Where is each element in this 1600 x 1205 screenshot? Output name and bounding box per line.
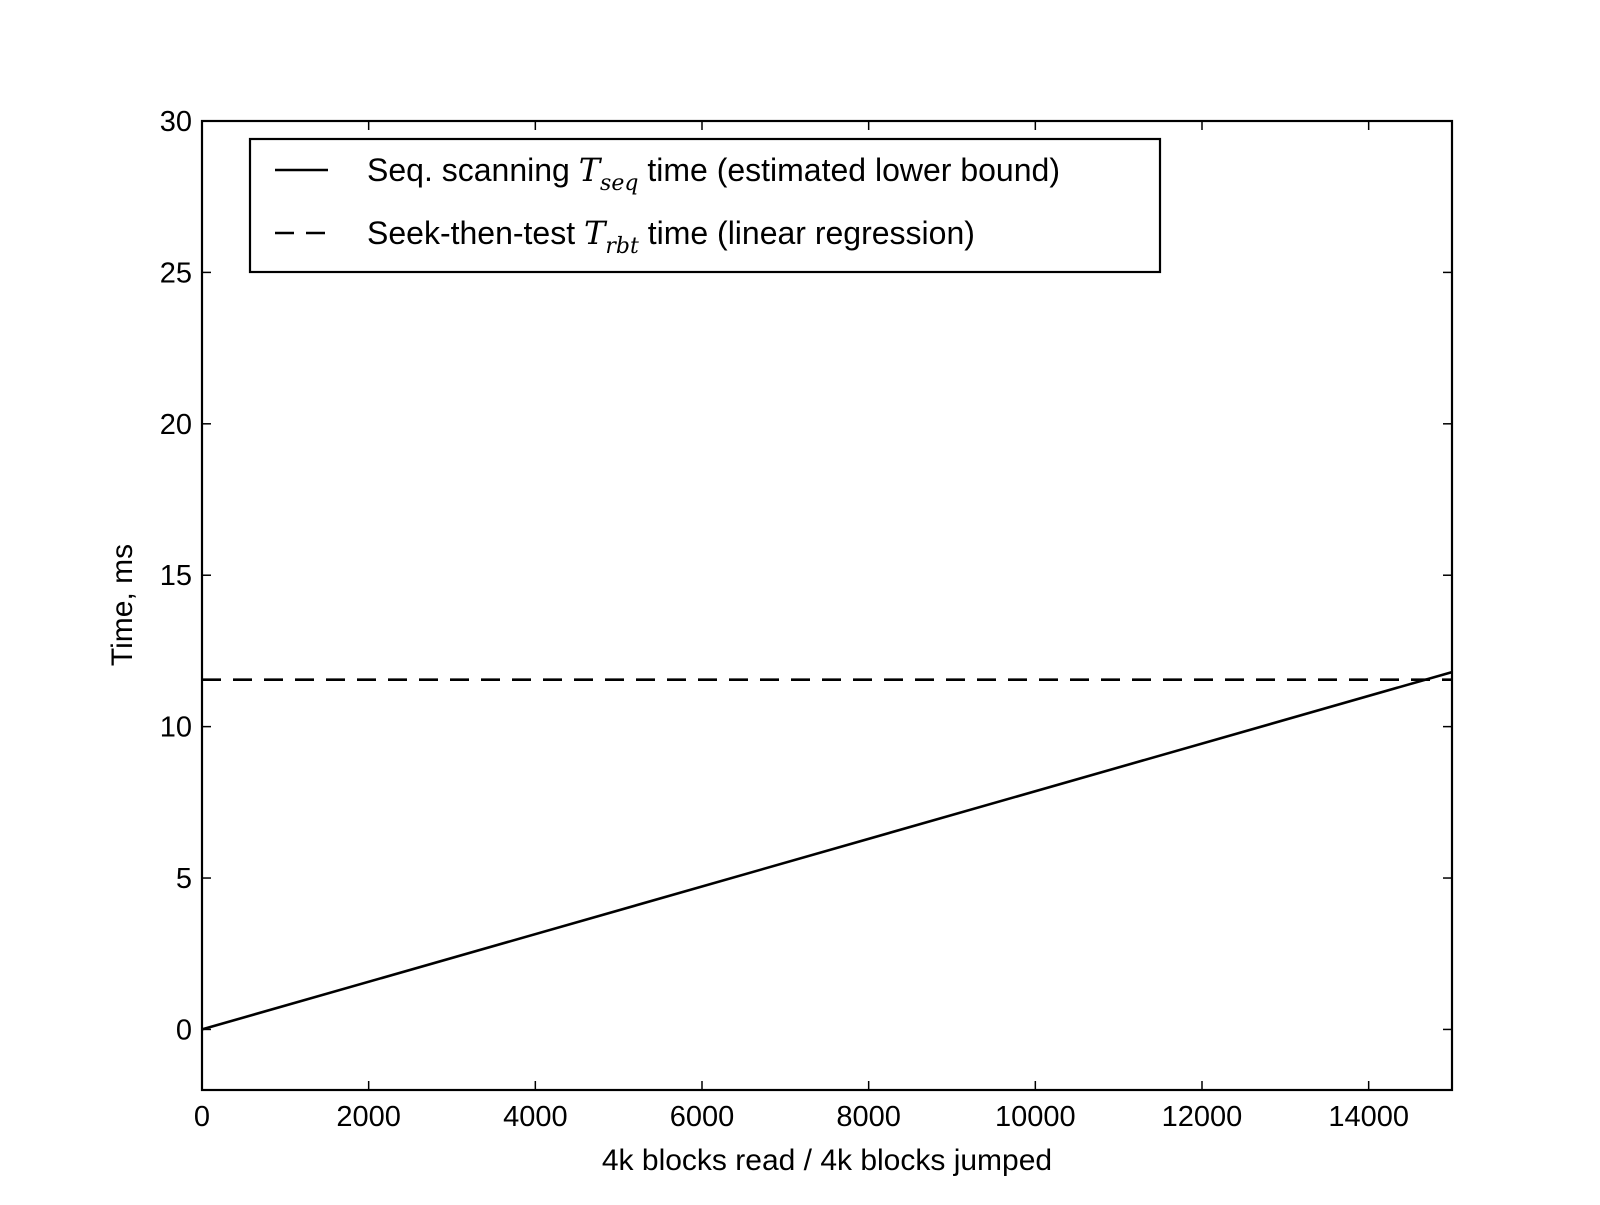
x-tick-label: 8000 (836, 1101, 901, 1133)
x-tick-label: 14000 (1328, 1101, 1409, 1133)
legend-label-2: Seek-then-test Trbt time (linear regress… (367, 214, 975, 259)
x-tick-label: 6000 (670, 1101, 735, 1133)
y-tick-label: 15 (160, 560, 192, 592)
y-axis-label: Time, ms (106, 544, 139, 666)
x-tick-label: 12000 (1162, 1101, 1243, 1133)
plot-area (202, 121, 1452, 1090)
legend-box (248, 137, 1162, 274)
x-tick-label: 10000 (995, 1101, 1076, 1133)
series-layer (201, 670, 1453, 1031)
x-tick-label: 4000 (503, 1101, 568, 1133)
y-tick-label: 5 (176, 863, 192, 895)
y-tick-label: 0 (176, 1014, 192, 1046)
x-tick-label: 2000 (336, 1101, 401, 1133)
legend: Seq. scanning Tseq time (estimated lower… (248, 137, 1162, 274)
y-tick-label: 10 (160, 712, 192, 744)
series-line-1 (201, 670, 1453, 1031)
y-tick-label: 25 (160, 257, 192, 289)
plot-frame (200, 119, 1454, 1092)
legend-label-1: Seq. scanning Tseq time (estimated lower… (367, 151, 1060, 196)
tick-layer: 0 2000 4000 6000 8000 10000 12000 14000 0 5 10 15 20… (160, 106, 1452, 1133)
x-tick-label: 0 (194, 1101, 210, 1133)
y-tick-label: 20 (160, 409, 192, 441)
x-axis-label: 4k blocks read / 4k blocks jumped (602, 1144, 1052, 1177)
y-tick-label: 30 (160, 106, 192, 138)
